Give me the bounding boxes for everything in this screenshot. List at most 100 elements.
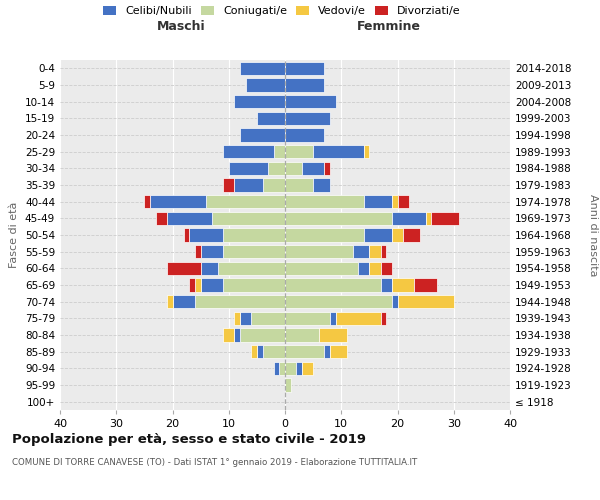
Text: Maschi: Maschi	[157, 20, 206, 32]
Bar	[240, 328, 285, 342]
Bar	[285, 328, 319, 342]
Bar	[302, 162, 325, 175]
Bar	[285, 262, 358, 275]
Bar	[145, 195, 150, 208]
Bar	[251, 345, 257, 358]
Bar	[285, 228, 364, 241]
Bar	[285, 345, 325, 358]
Bar	[190, 228, 223, 241]
Bar	[167, 212, 212, 225]
Bar	[431, 212, 460, 225]
Bar	[403, 228, 420, 241]
Bar	[285, 362, 296, 375]
Bar	[251, 312, 285, 325]
Bar	[415, 278, 437, 291]
Bar	[240, 128, 285, 141]
Bar	[285, 95, 335, 108]
Bar	[380, 312, 386, 325]
Bar	[195, 295, 285, 308]
Bar	[229, 162, 268, 175]
Bar	[285, 145, 313, 158]
Bar	[268, 162, 285, 175]
Bar	[235, 95, 285, 108]
Bar	[167, 262, 200, 275]
Bar	[263, 345, 285, 358]
Bar	[302, 362, 313, 375]
Bar	[392, 195, 398, 208]
Bar	[223, 178, 235, 192]
Bar	[184, 228, 190, 241]
Bar	[380, 278, 392, 291]
Bar	[285, 278, 380, 291]
Y-axis label: Anni di nascita: Anni di nascita	[588, 194, 598, 276]
Bar	[280, 362, 285, 375]
Bar	[364, 228, 392, 241]
Bar	[223, 278, 285, 291]
Bar	[173, 295, 195, 308]
Bar	[319, 328, 347, 342]
Bar	[285, 62, 325, 75]
Bar	[150, 195, 206, 208]
Bar	[285, 128, 325, 141]
Bar	[380, 245, 386, 258]
Bar	[274, 145, 285, 158]
Bar	[398, 295, 454, 308]
Bar	[285, 378, 290, 392]
Bar	[285, 295, 392, 308]
Bar	[313, 178, 330, 192]
Bar	[285, 312, 330, 325]
Y-axis label: Fasce di età: Fasce di età	[10, 202, 19, 268]
Bar	[223, 328, 235, 342]
Bar	[235, 178, 263, 192]
Bar	[364, 145, 370, 158]
Text: COMUNE DI TORRE CANAVESE (TO) - Dati ISTAT 1° gennaio 2019 - Elaborazione TUTTIT: COMUNE DI TORRE CANAVESE (TO) - Dati IST…	[12, 458, 417, 467]
Bar	[425, 212, 431, 225]
Bar	[285, 245, 353, 258]
Bar	[392, 295, 398, 308]
Bar	[285, 178, 313, 192]
Bar	[392, 228, 403, 241]
Bar	[274, 362, 280, 375]
Bar	[223, 145, 274, 158]
Bar	[240, 62, 285, 75]
Legend: Celibi/Nubili, Coniugati/e, Vedovi/e, Divorziati/e: Celibi/Nubili, Coniugati/e, Vedovi/e, Di…	[103, 6, 461, 16]
Bar	[358, 262, 370, 275]
Bar	[263, 178, 285, 192]
Bar	[200, 262, 218, 275]
Bar	[364, 195, 392, 208]
Bar	[330, 345, 347, 358]
Bar	[325, 162, 330, 175]
Bar	[392, 278, 415, 291]
Bar	[167, 295, 173, 308]
Bar	[285, 195, 364, 208]
Text: Popolazione per età, sesso e stato civile - 2019: Popolazione per età, sesso e stato civil…	[12, 432, 366, 446]
Bar	[313, 145, 364, 158]
Bar	[285, 78, 325, 92]
Bar	[380, 262, 392, 275]
Bar	[235, 328, 240, 342]
Bar	[353, 245, 370, 258]
Bar	[195, 245, 200, 258]
Bar	[398, 195, 409, 208]
Bar	[195, 278, 200, 291]
Bar	[370, 262, 380, 275]
Bar	[257, 112, 285, 125]
Bar	[235, 312, 240, 325]
Bar	[330, 312, 335, 325]
Bar	[325, 345, 330, 358]
Bar	[223, 245, 285, 258]
Bar	[296, 362, 302, 375]
Bar	[218, 262, 285, 275]
Bar	[335, 312, 380, 325]
Bar	[206, 195, 285, 208]
Bar	[155, 212, 167, 225]
Bar	[240, 312, 251, 325]
Bar	[370, 245, 380, 258]
Bar	[285, 112, 330, 125]
Bar	[212, 212, 285, 225]
Bar	[200, 278, 223, 291]
Bar	[285, 162, 302, 175]
Bar	[245, 78, 285, 92]
Bar	[190, 278, 195, 291]
Bar	[285, 212, 392, 225]
